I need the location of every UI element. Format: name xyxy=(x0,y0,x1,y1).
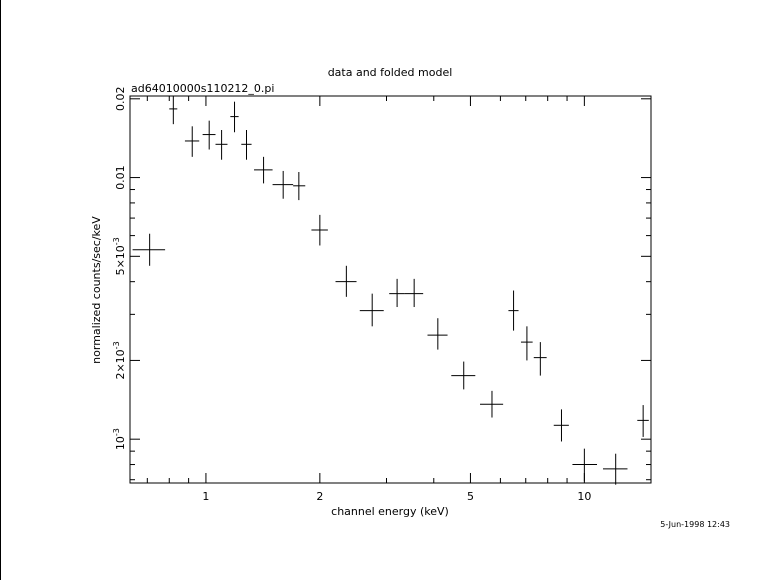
data-point xyxy=(254,156,273,184)
data-point xyxy=(520,326,533,361)
x-axis-ticks: 1 2 5 10 xyxy=(146,96,591,503)
y-tick-label: 2×10-3 xyxy=(112,341,127,379)
data-point xyxy=(169,96,178,125)
y-tick-label: 0.02 xyxy=(114,87,127,112)
y-tick-label: 0.01 xyxy=(114,165,127,190)
data-point xyxy=(451,361,476,390)
y-tick-label: 5×10-3 xyxy=(112,237,127,275)
data-point xyxy=(480,390,504,418)
x-tick-label: 2 xyxy=(316,490,323,503)
x-tick-label: 5 xyxy=(467,490,474,503)
data-point xyxy=(272,170,294,199)
plot-frame xyxy=(129,95,652,484)
data-point xyxy=(293,172,306,201)
x-tick-label: 10 xyxy=(577,490,591,503)
data-point xyxy=(637,405,649,437)
y-axis-label: normalized counts/sec/keV xyxy=(90,216,103,364)
data-point xyxy=(230,101,239,133)
data-point xyxy=(427,318,448,350)
data-point xyxy=(215,129,228,160)
x-tick-label: 1 xyxy=(202,490,209,503)
x-axis-label: channel energy (keV) xyxy=(331,505,449,518)
data-point xyxy=(132,233,166,266)
data-points xyxy=(132,96,649,485)
y-tick-label: 10-3 xyxy=(112,428,127,450)
data-point xyxy=(553,409,569,442)
data-point xyxy=(241,129,252,160)
data-point xyxy=(572,448,598,482)
data-point xyxy=(335,265,357,297)
data-point xyxy=(389,278,405,308)
data-point xyxy=(508,290,519,331)
data-point xyxy=(404,278,424,308)
data-point xyxy=(202,120,216,150)
data-point xyxy=(184,126,200,157)
timestamp: 5-Jun-1998 12:43 xyxy=(660,520,730,529)
data-point xyxy=(359,293,384,327)
chart-subtitle: ad64010000s110212_0.pi xyxy=(131,82,274,95)
y-axis-ticks: 10-3 2×10-3 5×10-3 0.01 0.02 xyxy=(112,87,651,481)
chart-title: data and folded model xyxy=(328,66,453,79)
data-point xyxy=(311,214,328,246)
data-point xyxy=(533,342,547,376)
data-point xyxy=(602,453,628,485)
